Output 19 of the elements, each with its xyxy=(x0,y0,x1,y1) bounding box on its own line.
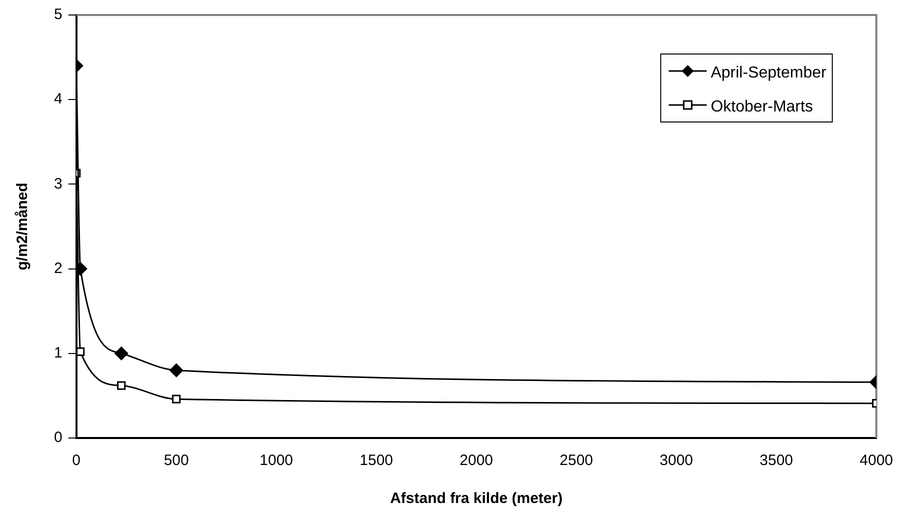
x-tick-label: 0 xyxy=(72,452,81,470)
x-tick-label: 3500 xyxy=(760,452,794,470)
x-tick-label: 500 xyxy=(164,452,189,470)
y-axis-title: g/m2/måned xyxy=(14,182,32,270)
x-tick-label: 4000 xyxy=(860,452,894,470)
y-tick-label: 2 xyxy=(54,260,62,277)
legend-label: Oktober-Marts xyxy=(710,98,813,116)
x-tick-label: 3000 xyxy=(660,452,694,470)
x-tick-label: 2000 xyxy=(460,452,494,470)
y-tick-label: 5 xyxy=(54,6,62,24)
x-axis-title: Afstand fra kilde (meter) xyxy=(390,490,563,508)
y-tick-label: 0 xyxy=(54,429,62,446)
y-tick-label: 1 xyxy=(54,344,62,362)
x-tick-label: 1000 xyxy=(260,452,294,470)
legend-label: April-September xyxy=(710,64,827,82)
x-tick-label: 1500 xyxy=(360,452,394,470)
y-tick-label: 4 xyxy=(54,90,62,108)
x-tick-label: 2500 xyxy=(560,452,594,470)
y-tick-label: 3 xyxy=(54,175,62,192)
